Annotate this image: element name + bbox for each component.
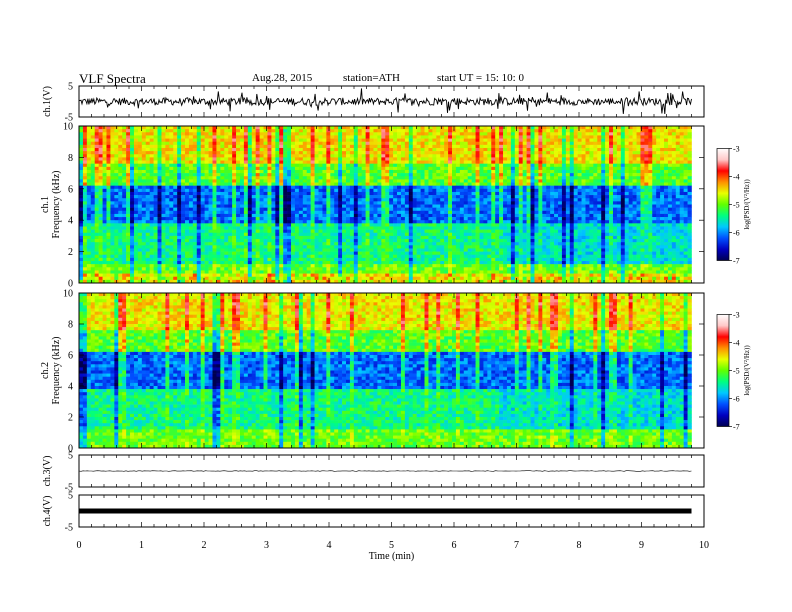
x-axis-label: Time (min): [369, 551, 414, 562]
y-tick-label: 0: [68, 279, 73, 290]
y-tick-label: -5: [65, 523, 73, 534]
ch4-trace: [79, 508, 692, 514]
ch4-axis-label: ch.4(V): [42, 496, 53, 527]
y-tick-label: -5: [65, 113, 73, 124]
y-tick-label: 4: [68, 216, 73, 227]
colorbar-tick-label: -3: [733, 311, 740, 320]
ch3-axis-label: ch.3(V): [42, 456, 53, 487]
x-tick-label: 0: [77, 540, 82, 551]
y-tick-label: 5: [68, 82, 73, 93]
ch2-colorbar: [716, 314, 730, 427]
ch2-colorbar-label: log(PSD/(V²/Hz)): [743, 345, 751, 396]
start-time-label: start UT = 15: 10: 0: [437, 72, 524, 84]
ch2-frequency-label: Frequency (kHz): [51, 336, 62, 404]
y-tick-label: 2: [68, 413, 73, 424]
colorbar-tick-label: -6: [733, 395, 740, 404]
chart-title: VLF Spectra: [79, 71, 146, 86]
ch1-spectrogram-image: [79, 126, 692, 284]
y-tick-label: -5: [65, 483, 73, 494]
ch1-axis-label: ch.1(V): [42, 86, 53, 117]
colorbar-tick-label: -3: [733, 145, 740, 154]
y-tick-label: 0: [68, 444, 73, 455]
y-tick-label: 5: [68, 451, 73, 462]
ch1-trace: [78, 88, 692, 115]
ch1-frequency-label: Frequency (kHz): [51, 170, 62, 238]
ch2-spectrogram-image: [79, 293, 692, 449]
y-tick-label: 10: [63, 289, 73, 300]
x-tick-label: 9: [639, 540, 644, 551]
date-label: Aug.28, 2015: [252, 72, 313, 84]
y-tick-label: 8: [68, 153, 73, 164]
x-tick-label: 8: [577, 540, 582, 551]
y-tick-label: 6: [68, 184, 73, 195]
x-tick-label: 10: [699, 540, 709, 551]
colorbar-tick-label: -5: [733, 201, 740, 210]
y-tick-label: 4: [68, 382, 73, 393]
ch2-channel-label: ch.2: [40, 362, 51, 379]
colorbar-tick-label: -7: [733, 423, 740, 432]
x-tick-label: 5: [389, 540, 394, 551]
ch1-trace-line: [78, 88, 692, 115]
x-tick-label: 4: [327, 540, 332, 551]
y-tick-label: 6: [68, 351, 73, 362]
colorbar-tick-label: -4: [733, 339, 740, 348]
y-tick-label: 2: [68, 247, 73, 258]
colorbar-tick-label: -5: [733, 367, 740, 376]
x-tick-label: 6: [452, 540, 457, 551]
y-tick-label: 5: [68, 491, 73, 502]
y-tick-label: 10: [63, 122, 73, 133]
x-tick-label: 1: [139, 540, 144, 551]
ch1-colorbar-label: log(PSD/(V²/Hz)): [743, 179, 751, 230]
x-tick-label: 7: [514, 540, 519, 551]
station-label: station=ATH: [343, 72, 400, 84]
x-tick-label: 2: [202, 540, 207, 551]
ch1-colorbar: [716, 148, 730, 261]
ch4-thick-trace: [79, 508, 692, 514]
colorbar-tick-label: -7: [733, 257, 740, 266]
ch3-trace: [78, 470, 692, 472]
colorbar-tick-label: -6: [733, 229, 740, 238]
colorbar-tick-label: -4: [733, 173, 740, 182]
x-tick-label: 3: [264, 540, 269, 551]
ch1-channel-label: ch.1: [40, 196, 51, 213]
ch3-trace-line: [78, 470, 692, 472]
y-tick-label: 8: [68, 320, 73, 331]
